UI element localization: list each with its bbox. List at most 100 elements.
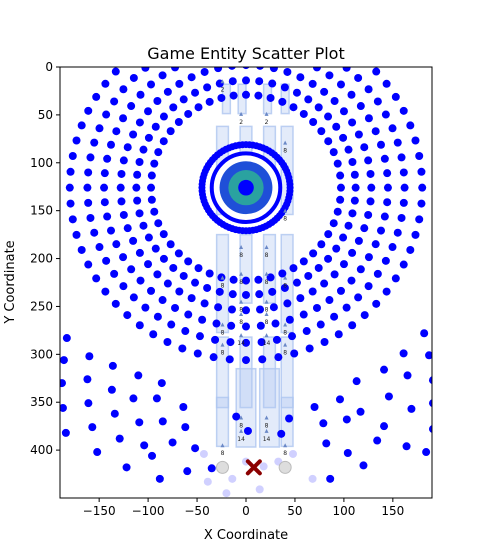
ghost-point bbox=[255, 485, 264, 494]
entity-point bbox=[175, 287, 184, 296]
entity-point bbox=[309, 117, 318, 126]
entity-point bbox=[163, 279, 172, 288]
entity-point bbox=[200, 299, 209, 308]
entity-point bbox=[325, 71, 334, 80]
structure-rect bbox=[262, 336, 277, 409]
marker-label: 8 bbox=[283, 350, 287, 357]
entity-point bbox=[324, 254, 333, 263]
entity-point bbox=[147, 171, 156, 180]
entity-point bbox=[272, 335, 281, 344]
entity-point bbox=[157, 379, 166, 388]
entity-point bbox=[184, 310, 193, 319]
entity-point bbox=[150, 159, 159, 168]
entity-point bbox=[406, 121, 415, 130]
x-axis: −150 −100 −50 0 50 100 150 bbox=[83, 498, 404, 518]
entity-point bbox=[140, 441, 149, 450]
x-axis-label: X Coordinate bbox=[204, 528, 288, 543]
entity-point bbox=[258, 355, 267, 364]
entity-point bbox=[393, 138, 402, 147]
entity-point bbox=[428, 399, 432, 408]
entity-point bbox=[178, 344, 187, 353]
ghost-point bbox=[259, 462, 268, 471]
entity-point bbox=[388, 124, 397, 133]
marker-label: 8 bbox=[265, 307, 269, 314]
entity-point bbox=[144, 133, 153, 142]
entity-point bbox=[278, 97, 287, 106]
y-tick-label: 100 bbox=[30, 156, 53, 170]
structure-rect bbox=[215, 233, 230, 334]
entity-point bbox=[322, 439, 331, 448]
entity-point bbox=[135, 321, 144, 330]
ghost-point bbox=[228, 474, 237, 483]
entity-point bbox=[119, 253, 128, 262]
entity-point bbox=[102, 110, 111, 119]
entity-point bbox=[382, 79, 391, 88]
structure-rect bbox=[280, 336, 294, 409]
entity-point bbox=[428, 425, 432, 433]
entity-point bbox=[179, 271, 188, 280]
entity-point bbox=[135, 209, 144, 218]
entity-point bbox=[127, 265, 136, 274]
entity-point bbox=[86, 213, 95, 222]
entity-point bbox=[366, 197, 375, 206]
entity-point bbox=[90, 228, 99, 237]
entity-point bbox=[344, 145, 353, 154]
entity-point bbox=[203, 283, 212, 292]
entity-point bbox=[166, 240, 175, 249]
entity-point bbox=[60, 403, 67, 412]
y-tick-label: 0 bbox=[45, 60, 53, 74]
structure-rect bbox=[215, 336, 230, 409]
plot-area: 2 2 2 8 8 8 8 8 8 8 8 8 8 8 8 8 8 14 14 8 8 8 8 14 14 8 8 bbox=[60, 67, 432, 498]
entity-point bbox=[217, 93, 226, 102]
entity-point bbox=[60, 379, 66, 388]
entity-point bbox=[336, 286, 345, 295]
entity-point bbox=[179, 95, 188, 104]
entity-point bbox=[367, 183, 376, 192]
entity-point bbox=[320, 87, 329, 96]
marker-triangle bbox=[239, 333, 244, 338]
marker-triangle bbox=[220, 342, 225, 347]
entity-point bbox=[242, 338, 250, 347]
entity-point bbox=[84, 106, 93, 115]
target-ring-point bbox=[286, 180, 294, 188]
chart-title: Game Entity Scatter Plot bbox=[147, 44, 344, 63]
entity-point bbox=[271, 319, 280, 328]
y-tick-label: 300 bbox=[30, 347, 53, 361]
entity-point bbox=[292, 278, 301, 287]
entity-point bbox=[95, 243, 104, 252]
entity-point bbox=[342, 415, 351, 424]
entity-point bbox=[339, 133, 348, 142]
entity-point bbox=[380, 154, 389, 163]
entity-point bbox=[314, 103, 323, 112]
entity-point bbox=[88, 423, 97, 432]
marker-label: 14 bbox=[237, 340, 245, 347]
entity-point bbox=[129, 394, 138, 403]
structure-rect bbox=[239, 336, 253, 409]
entity-point bbox=[83, 183, 92, 192]
marker-label: 8 bbox=[265, 252, 269, 259]
entity-point bbox=[144, 107, 153, 116]
entity-point bbox=[169, 263, 178, 272]
marker-triangle bbox=[264, 428, 269, 433]
entity-point bbox=[320, 279, 329, 288]
entity-point bbox=[371, 127, 380, 136]
structure-rect bbox=[237, 83, 247, 115]
entity-point bbox=[150, 207, 159, 216]
entity-point bbox=[324, 112, 333, 121]
entity-point bbox=[227, 321, 236, 330]
entity-point bbox=[373, 436, 382, 445]
neutral-point bbox=[278, 460, 292, 474]
entity-point bbox=[347, 276, 356, 285]
entity-point bbox=[191, 278, 200, 287]
entity-point bbox=[348, 158, 357, 167]
entity-point bbox=[417, 199, 426, 208]
entity-point bbox=[324, 137, 333, 146]
entity-point bbox=[344, 221, 353, 230]
marker-label: 8 bbox=[221, 330, 225, 337]
entity-point bbox=[383, 183, 392, 192]
entity-point bbox=[339, 107, 348, 116]
entity-point bbox=[101, 287, 110, 296]
marker-label: 8 bbox=[221, 450, 225, 457]
entity-point bbox=[226, 338, 235, 347]
